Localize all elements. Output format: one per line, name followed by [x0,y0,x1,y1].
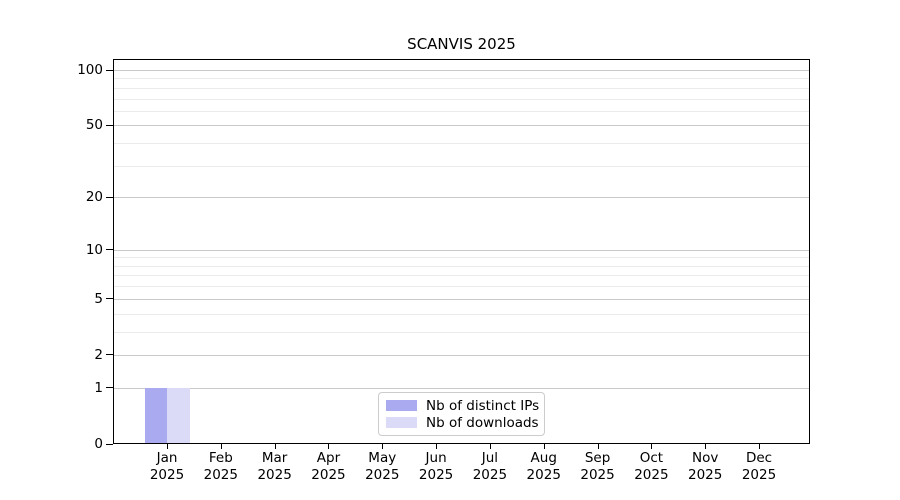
x-tick-label-month: Feb [208,450,233,466]
y-tick-mark [106,124,113,126]
gridline-major [114,298,809,300]
y-tick-label: 100 [77,62,103,78]
gridline-minor [114,331,809,333]
x-tick-mark [167,444,168,449]
x-tick-mark [543,444,545,449]
x-tick-mark [705,444,707,449]
gridline-minor [114,257,809,259]
x-tick-label: Dec 2025 [727,450,791,483]
x-tick-label-month: Jan [156,450,178,466]
gridline-minor [114,275,809,277]
x-tick-label-month: Jul [481,450,499,466]
y-tick-label: 0 [94,436,103,452]
y-tick-mark [106,387,113,389]
x-tick-label-year: 2025 [688,466,723,483]
y-tick-mark [106,443,113,445]
y-tick-label: 5 [94,290,103,307]
x-tick-label: Feb 2025 [189,450,253,483]
x-tick-label: Oct 2025 [619,450,683,483]
x-tick-label-year: 2025 [580,466,615,483]
x-tick-label-month: Apr [316,450,341,466]
x-tick-label-month: Oct [639,450,664,466]
legend-item: Nb of distinct IPs [386,399,544,413]
x-tick-label-month: Nov [692,450,719,466]
gridline-minor [114,110,809,112]
gridline-minor [114,313,809,315]
gridline-major [114,125,809,127]
x-tick-label-month: Mar [261,450,288,466]
bar-layer [114,60,809,443]
gridline-minor [114,98,809,100]
gridline-major [114,249,809,251]
gridline-major [114,70,809,71]
x-tick-label: Aug 2025 [512,450,576,483]
gridline-minor [114,265,809,267]
x-tick-label-year: 2025 [634,466,669,483]
x-tick-label-year: 2025 [365,466,400,483]
x-tick-label-year: 2025 [472,466,508,483]
y-tick-mark [106,196,113,198]
x-tick-label-month: Jun [425,450,447,466]
x-tick-label-year: 2025 [203,466,238,483]
y-tick-mark [106,249,113,251]
grid-layer [114,60,809,443]
gridline-minor [114,87,809,89]
x-tick-mark [597,444,599,449]
x-tick-label-year: 2025 [741,466,777,483]
y-tick-label: 50 [85,117,103,134]
legend-label-downloads: Nb of downloads [426,414,539,431]
gridline-minor [114,78,809,80]
legend-label-distinct-ips: Nb of distinct IPs [426,397,540,414]
y-tick-label: 20 [85,189,103,206]
x-tick-label-year: 2025 [418,466,454,483]
plot-area [113,59,810,444]
x-tick-mark [328,444,330,449]
gridline-minor [114,143,809,145]
legend-swatch-distinct-ips [386,400,417,411]
x-tick-mark [274,444,276,449]
legend: Nb of distinct IPs Nb of downloads [378,392,545,436]
y-tick-mark [106,298,113,300]
bar-nb-of-downloads [167,387,190,443]
x-tick-label: Jul 2025 [458,450,522,483]
x-tick-label: Apr 2025 [296,450,360,483]
y-tick-label: 2 [94,346,103,363]
x-tick-label-month: Dec [745,450,773,466]
x-tick-label: Nov 2025 [673,450,737,483]
x-tick-label: Jun 2025 [404,450,468,483]
x-tick-label-year: 2025 [311,466,346,483]
x-tick-mark [436,444,438,449]
gridline-major [114,354,809,356]
x-tick-label-year: 2025 [526,466,561,483]
x-tick-label-year: 2025 [149,466,185,483]
gridline-major [114,387,809,389]
x-tick-mark [489,444,491,449]
gridline-minor [114,286,809,288]
x-tick-label: May 2025 [350,450,414,483]
x-tick-label-month: May [368,450,397,466]
x-tick-mark [220,444,222,449]
x-tick-mark [382,444,384,449]
x-tick-label: Mar 2025 [243,450,307,483]
x-tick-label: Sep 2025 [566,450,630,483]
x-tick-mark [759,444,761,449]
gridline-minor [114,165,809,167]
x-tick-label-year: 2025 [257,466,292,483]
bar-nb-of-distinct-ips [144,387,167,443]
legend-swatch-downloads [386,417,417,428]
y-tick-label: 1 [94,379,103,396]
x-tick-label-month: Aug [530,450,557,466]
gridline-major [114,197,809,199]
y-tick-mark [106,69,113,71]
chart-title: SCANVIS 2025 [407,35,516,53]
y-tick-label: 10 [85,241,103,258]
x-tick-mark [651,444,653,449]
x-tick-label-month: Sep [584,450,611,466]
legend-item: Nb of downloads [386,416,544,430]
x-tick-label: Jan 2025 [135,450,199,483]
y-tick-mark [106,354,113,356]
